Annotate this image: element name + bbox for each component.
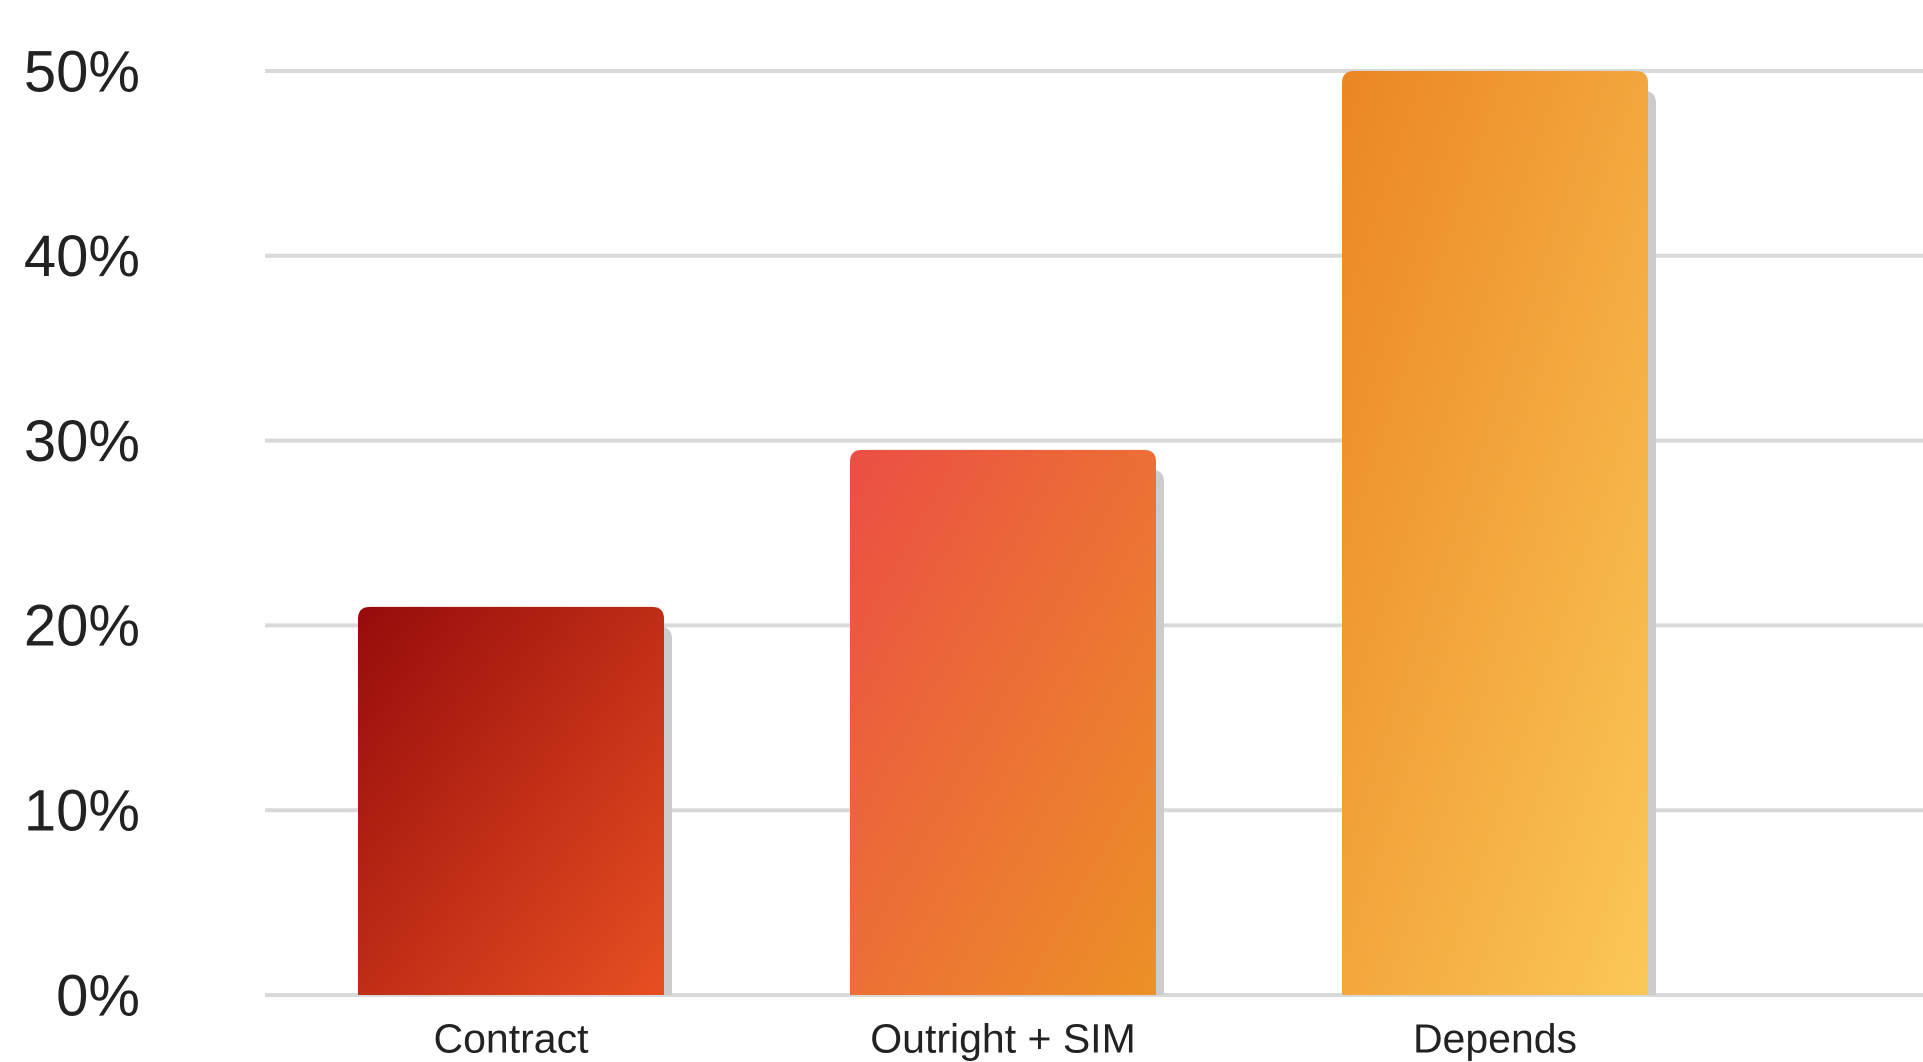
y-tick-label: 10% <box>24 779 140 844</box>
y-tick-label: 30% <box>24 409 140 474</box>
bars <box>358 71 1656 996</box>
bar-outright-sim <box>850 449 1156 996</box>
x-axis-category-labels: Contract Outright + SIM Depends <box>434 1015 1578 1061</box>
x-category-label: Outright + SIM <box>870 1015 1135 1061</box>
bar-depends <box>1342 71 1648 995</box>
bar-contract <box>358 606 664 995</box>
y-axis-tick-labels: 0% 10% 20% 30% 40% 50% <box>24 39 140 1028</box>
y-tick-label: 50% <box>24 39 140 104</box>
y-tick-label: 0% <box>56 963 140 1028</box>
x-category-label: Depends <box>1413 1015 1577 1061</box>
y-tick-label: 20% <box>24 594 140 659</box>
y-tick-label: 40% <box>24 224 140 289</box>
x-category-label: Contract <box>434 1015 590 1061</box>
